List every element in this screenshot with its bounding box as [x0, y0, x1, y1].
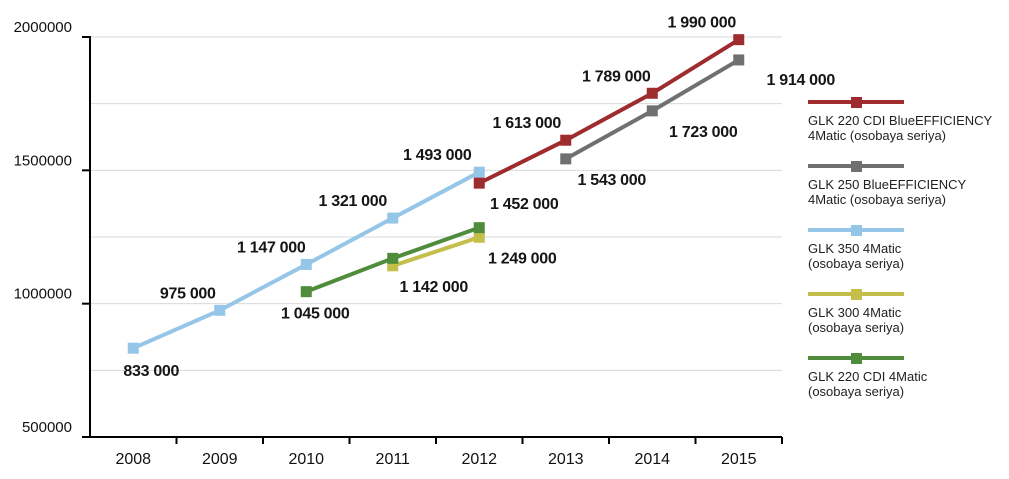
legend-label: GLK 220 CDI 4Matic (osobaya seriya)	[808, 369, 928, 399]
legend-label: GLK 250 BlueEFFICIENCY 4Matic (osobaya se…	[808, 177, 967, 207]
x-axis-label: 2008	[115, 451, 151, 468]
point-label: 1 321 000	[319, 193, 388, 210]
data-point-marker	[560, 153, 572, 165]
point-label: 1 914 000	[767, 72, 836, 89]
legend-square-marker	[851, 160, 862, 172]
x-axis-label: 2014	[634, 451, 670, 468]
data-point-marker	[300, 286, 312, 298]
data-point-marker	[473, 231, 485, 243]
data-point-marker	[214, 304, 226, 316]
legend-item: GLK 300 4Matic (osobaya seriya)	[808, 288, 1008, 335]
y-axis-label: 500000	[22, 419, 72, 436]
data-point-marker	[473, 222, 485, 234]
x-axis-label: 2009	[202, 451, 238, 468]
legend-label: GLK 300 4Matic (osobaya seriya)	[808, 305, 905, 335]
y-axis-label: 1000000	[14, 286, 72, 303]
data-point-marker	[387, 260, 399, 272]
legend-item: GLK 350 4Matic (osobaya seriya)	[808, 224, 1008, 271]
point-label: 1 723 000	[669, 124, 738, 141]
legend-square-marker	[851, 352, 862, 364]
y-axis-label: 2000000	[14, 19, 72, 36]
x-axis-label: 2015	[721, 451, 757, 468]
data-point-marker	[473, 177, 485, 189]
legend-square-marker	[851, 96, 862, 108]
legend-square-marker	[851, 224, 862, 236]
data-point-marker	[473, 166, 485, 178]
legend-line-sample	[808, 288, 904, 300]
x-axis-label: 2012	[461, 451, 497, 468]
data-point-marker	[127, 342, 139, 354]
point-label: 1 789 000	[582, 68, 651, 85]
data-point-marker	[387, 252, 399, 264]
data-point-marker	[387, 212, 399, 224]
legend-line-sample	[808, 96, 904, 108]
legend-item: GLK 250 BlueEFFICIENCY 4Matic (osobaya se…	[808, 160, 1008, 207]
x-axis-label: 2013	[548, 451, 584, 468]
point-label: 1 142 000	[400, 279, 469, 296]
point-label: 1 613 000	[493, 115, 562, 132]
point-label: 1 543 000	[578, 172, 647, 189]
legend-label: GLK 350 4Matic (osobaya seriya)	[808, 241, 905, 271]
point-label: 1 249 000	[488, 250, 557, 267]
y-axis-label: 1500000	[14, 152, 72, 169]
legend-item: GLK 220 CDI BlueEFFICIENCY 4Matic (osobay…	[808, 96, 1008, 143]
legend-item: GLK 220 CDI 4Matic (osobaya seriya)	[808, 352, 1008, 399]
legend-line-sample	[808, 224, 904, 236]
point-label: 1 493 000	[403, 147, 472, 164]
chart-legend: GLK 220 CDI BlueEFFICIENCY 4Matic (osobay…	[806, 0, 1009, 479]
legend-square-marker	[851, 288, 862, 300]
point-label: 975 000	[160, 285, 216, 302]
point-label: 1 147 000	[237, 239, 306, 256]
data-point-marker	[646, 87, 658, 99]
legend-line-sample	[808, 160, 904, 172]
legend-label: GLK 220 CDI BlueEFFICIENCY 4Matic (osobay…	[808, 113, 993, 143]
x-axis-label: 2010	[288, 451, 324, 468]
point-label: 1 045 000	[281, 306, 350, 323]
x-axis-label: 2011	[376, 451, 411, 468]
point-label: 1 452 000	[490, 196, 559, 213]
legend-line-sample	[808, 352, 904, 364]
data-point-marker	[560, 134, 572, 146]
data-point-marker	[733, 34, 745, 46]
series-line	[478, 37, 740, 185]
series-line	[392, 235, 480, 268]
data-point-marker	[646, 105, 658, 117]
point-label: 1 990 000	[668, 15, 737, 32]
point-label: 833 000	[123, 363, 179, 380]
data-point-marker	[300, 258, 312, 270]
data-point-marker	[733, 54, 745, 66]
